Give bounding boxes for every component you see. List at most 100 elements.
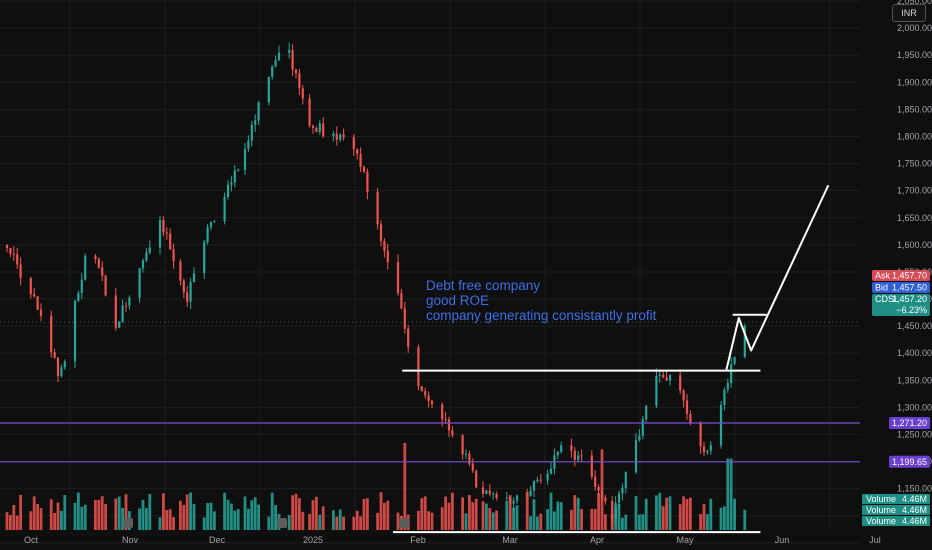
volume-bar bbox=[658, 492, 662, 530]
event-marker[interactable] bbox=[123, 518, 133, 528]
candle-body bbox=[322, 123, 325, 137]
currency-button[interactable]: INR bbox=[892, 4, 926, 22]
y-axis-label: 1,800.00 bbox=[897, 131, 932, 141]
candle-body bbox=[19, 264, 22, 279]
volume-bar bbox=[355, 510, 359, 530]
volume-bar bbox=[117, 496, 121, 530]
volume-bar bbox=[661, 506, 665, 530]
candle-body bbox=[570, 445, 573, 451]
annotation-line: company generating consistantly profit bbox=[426, 308, 657, 323]
candle-body bbox=[492, 493, 495, 495]
event-marker[interactable] bbox=[399, 518, 409, 528]
volume-bar bbox=[230, 503, 233, 530]
volume-tag-label: Volume bbox=[866, 505, 896, 515]
candle-body bbox=[379, 224, 383, 242]
candle-body bbox=[655, 375, 658, 406]
candle-body bbox=[417, 347, 420, 387]
volume-bar bbox=[274, 505, 277, 530]
candle-body bbox=[213, 221, 216, 223]
candle-body bbox=[689, 414, 692, 423]
volume-bar bbox=[624, 514, 628, 530]
candle-body bbox=[9, 248, 12, 254]
volume-bar bbox=[682, 496, 685, 530]
bid-tag-label: Bid bbox=[875, 283, 888, 293]
candle-body bbox=[634, 440, 638, 473]
candle-body bbox=[243, 148, 247, 171]
candle-body bbox=[362, 166, 366, 172]
candle-body bbox=[536, 479, 539, 482]
volume-bar bbox=[726, 458, 730, 530]
candle-body bbox=[662, 374, 665, 378]
volume-bar bbox=[461, 497, 464, 530]
candle-body bbox=[97, 258, 100, 268]
candle-body bbox=[53, 352, 56, 359]
volume-tag-value: 4.46M bbox=[902, 494, 927, 504]
volume-bar bbox=[709, 498, 713, 530]
candle-body bbox=[124, 305, 128, 307]
last-price-symbol: CDSL bbox=[875, 294, 899, 304]
volume-bar bbox=[491, 512, 495, 530]
volume-bar bbox=[481, 501, 485, 530]
candle-body bbox=[158, 220, 162, 248]
volume-bar bbox=[719, 507, 723, 530]
candle-body bbox=[121, 305, 124, 322]
volume-bar bbox=[644, 498, 648, 530]
x-axis-label: Oct bbox=[24, 535, 39, 545]
volume-bar bbox=[570, 509, 573, 530]
volume-bar bbox=[179, 500, 182, 530]
candle-body bbox=[441, 404, 444, 420]
candle-body bbox=[400, 293, 403, 309]
volume-bar bbox=[9, 514, 12, 530]
volume-bar bbox=[114, 498, 118, 530]
volume-bar bbox=[233, 510, 237, 530]
x-axis-label: Apr bbox=[590, 535, 604, 545]
candle-body bbox=[118, 321, 121, 328]
candle-body bbox=[726, 383, 729, 390]
volume-bar bbox=[202, 517, 206, 530]
candle-body bbox=[203, 241, 206, 274]
volume-bar bbox=[298, 498, 301, 530]
volume-bar bbox=[471, 502, 475, 530]
candle-body bbox=[597, 486, 600, 491]
x-axis-label: Jun bbox=[775, 535, 790, 545]
volume-tag bbox=[862, 516, 930, 526]
candle-body bbox=[172, 249, 175, 262]
volume-bar bbox=[539, 513, 543, 530]
event-marker[interactable] bbox=[277, 518, 287, 528]
volume-bar bbox=[641, 514, 645, 530]
volume-bar bbox=[702, 504, 706, 530]
candle-body bbox=[376, 191, 379, 225]
volume-bar bbox=[39, 508, 43, 530]
volume-bar bbox=[430, 512, 434, 530]
candle-body bbox=[308, 98, 311, 126]
candle-body bbox=[505, 497, 508, 499]
candle-body bbox=[577, 455, 580, 460]
candle-body bbox=[444, 419, 447, 421]
y-axis-label: 1,700.00 bbox=[897, 186, 932, 196]
volume-bar bbox=[600, 449, 604, 530]
candle-body bbox=[39, 309, 43, 316]
volume-bar bbox=[311, 500, 315, 530]
volume-bar bbox=[15, 515, 19, 530]
volume-bar bbox=[168, 509, 172, 530]
candle-body bbox=[515, 495, 519, 501]
volume-bar bbox=[257, 504, 260, 530]
candle-body bbox=[403, 308, 406, 329]
candle-body bbox=[247, 140, 250, 149]
volume-bar bbox=[213, 511, 216, 530]
candle-body bbox=[291, 49, 294, 70]
volume-bar bbox=[447, 502, 451, 530]
bid-tag-value: 1,457.50 bbox=[892, 283, 927, 293]
candle-body bbox=[162, 220, 165, 233]
volume-bar bbox=[573, 495, 577, 530]
volume-bar bbox=[250, 500, 254, 530]
candle-body bbox=[427, 395, 430, 401]
candle-body bbox=[257, 102, 260, 121]
volume-bar bbox=[335, 516, 339, 530]
candle-body bbox=[274, 60, 277, 67]
candle-body bbox=[206, 227, 209, 242]
volume-bar bbox=[634, 495, 638, 530]
candle-body bbox=[604, 497, 607, 501]
candle-body bbox=[719, 404, 723, 446]
